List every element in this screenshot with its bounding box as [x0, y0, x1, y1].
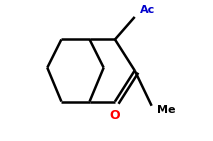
Text: Ac: Ac	[140, 5, 155, 15]
Text: Me: Me	[157, 105, 176, 115]
Text: O: O	[110, 109, 120, 122]
